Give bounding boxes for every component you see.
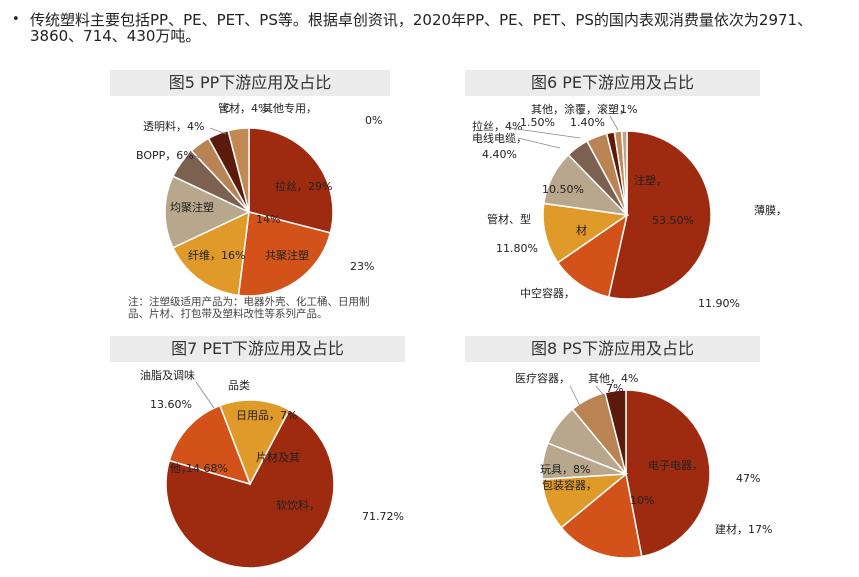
pe-label-zhongkong-pct: 11.90% [698, 297, 740, 310]
pet-label-ruanyinliao-pct: 71.72% [362, 510, 404, 523]
chart-pet-panel: 图7 PET下游应用及占比 软饮料， 71.72% 片材及其他， 14.68% 日用品，… [0, 330, 430, 577]
ps-label-dianzi-pct: 47% [736, 472, 760, 485]
chart-pe-panel: 图6 PE下游应用及占比 薄膜， 53.50% 中空容器， 11.90% 管材、型材 11… [430, 0, 859, 330]
chart-pe-svg: 薄膜， 53.50% 中空容器， 11.90% 管材、型材 11.80% 注塑， 10.50%… [472, 102, 787, 310]
pp-slice-0 [248, 127, 334, 234]
ps-label-wanju: 玩具，8% [540, 463, 590, 476]
chart-pp-note: 注：注塑级适用产品为：电器外壳、化工桶、日用制品、片材、打包带及塑料改性等系列产… [128, 296, 370, 320]
pe-slice-1 [556, 213, 629, 298]
pe-label-guancai-2: 材 [576, 223, 587, 237]
pp-slice-2 [171, 210, 250, 297]
pet-slice-0 [165, 408, 335, 569]
pe-label-zhusu: 注塑， [634, 173, 667, 187]
pp-label-bopp: BOPP，6% [136, 149, 194, 162]
pp-label-touming: 透明料，4% [143, 119, 204, 133]
pet-label-youzhi: 油脂及调味 [140, 368, 195, 382]
ps-slice-1 [560, 472, 643, 559]
ps-label-jiancai: 建材，17% [715, 522, 772, 536]
ps-label-yiliao: 医疗容器， [515, 371, 570, 385]
chart-ps-panel: 图8 PS下游应用及占比 电子电器， 47% 建材，17% 10% 包装容器， 玩具，8%… [430, 330, 859, 577]
pe-label-qita: 其他，涂覆，滚塑， [531, 102, 630, 116]
pe-slice-2 [542, 202, 630, 264]
ps-label-baozhuang-pct: 10% [630, 494, 654, 507]
ps-label-dianzi: 电子电器， [648, 459, 703, 472]
chart-ps-svg: 电子电器， 47% 建材，17% 10% 包装容器， 玩具，8% 医疗容器， 其他，4%7% [515, 371, 772, 559]
pe-label-qita-pct: 1% [620, 103, 637, 116]
bullet-icon: • [12, 12, 20, 27]
ps-slice-0 [625, 389, 711, 558]
pe-label-bomo-pct: 53.50% [652, 214, 694, 227]
pp-slice-3 [164, 175, 251, 249]
pet-slice-2 [218, 399, 291, 486]
pp-slice-7 [227, 127, 250, 213]
pet-label-youzhi-2: 品类 [228, 378, 250, 392]
pp-label-xianwei: 纤维，16% [188, 249, 245, 262]
pet-label-pian-2: 他， [170, 462, 192, 475]
chart-ps-title: 图8 PS下游应用及占比 [465, 336, 760, 362]
ps-label-baozhuang: 包装容器， [542, 478, 597, 492]
pet-label-pian-pct: 14.68% [186, 462, 228, 475]
intro-paragraph: • 传统塑料主要包括PP、PE、PET、PS等。根据卓创资讯，2020年PP、P… [12, 11, 850, 45]
pp-label-gongju: 共聚注塑 [265, 248, 309, 262]
pe-label-zhusu-pct: 10.50% [542, 183, 584, 196]
chart-pet-title: 图7 PET下游应用及占比 [110, 336, 405, 362]
chart-pe-title: 图6 PE下游应用及占比 [465, 70, 760, 96]
pe-label-bomo: 薄膜， [754, 203, 787, 217]
pe-label-dianxian-pct: 4.40% [482, 148, 517, 161]
pp-label-junju-pct: 14% [256, 213, 280, 226]
pe-leader-lasi [509, 127, 581, 139]
intro-text: 传统塑料主要包括PP、PE、PET、PS等。根据卓创资讯，2020年PP、PE、… [30, 11, 813, 45]
ps-label-qita: 其他，4% [588, 372, 638, 385]
pe-label-guancai: 管材、型 [487, 212, 531, 226]
pet-label-riyong: 日用品，7% [236, 409, 297, 422]
pp-slice-1 [237, 211, 332, 297]
pe-label-gunsu-pct: 1.40% [570, 116, 605, 129]
pp-label-cpp: C [223, 102, 231, 115]
pet-leader-youzhi [195, 381, 215, 409]
ps-slice-6 [604, 389, 627, 475]
pet-label-ruanyinliao: 软饮料， [276, 498, 320, 512]
pe-label-guancai-pct: 11.80% [496, 242, 538, 255]
pp-label-lasi: 拉丝，29% [275, 179, 332, 193]
chart-pp-panel: 图5 PP下游应用及占比 拉丝，29% 23% 共聚注塑 纤维，16% 14% 均聚注塑 B… [0, 0, 430, 330]
pet-label-youzhi-pct: 13.60% [150, 398, 192, 411]
ps-label-riyong-pct: 7% [606, 382, 623, 395]
chart-pp-title: 图5 PP下游应用及占比 [110, 70, 390, 96]
pp-label-junju: 均聚注塑 [170, 200, 214, 214]
pe-leader-qita [609, 115, 619, 131]
pe-label-dianxian: 电线电缆， [472, 131, 527, 145]
pet-label-pian: 片材及其 [256, 450, 300, 464]
pe-label-tufu-pct: 1.50% [520, 116, 555, 129]
ps-leader-qita [595, 385, 607, 399]
pe-label-lasi: 拉丝，4% [472, 119, 522, 133]
pp-label-gongju-pct: 23% [350, 260, 374, 273]
pp-leader-bopp [194, 155, 207, 161]
pe-label-zhongkong: 中空容器， [520, 286, 575, 300]
pp-label-guancai: 管材，4% [218, 101, 268, 115]
ps-leader-yiliao [569, 385, 581, 407]
pe-slice-8 [620, 130, 628, 216]
pe-leader-dianxian [517, 137, 561, 149]
pe-slice-0 [607, 130, 712, 300]
pp-leader-touming [209, 127, 227, 135]
pp-label-qita: 其他专用， [262, 101, 317, 115]
chart-pp-svg: 拉丝，29% 23% 共聚注塑 纤维，16% 14% 均聚注塑 BOPP，6% 透明料，4% 管… [136, 101, 382, 297]
pet-slice-1 [168, 404, 252, 486]
pp-label-zero: 0% [365, 114, 382, 127]
